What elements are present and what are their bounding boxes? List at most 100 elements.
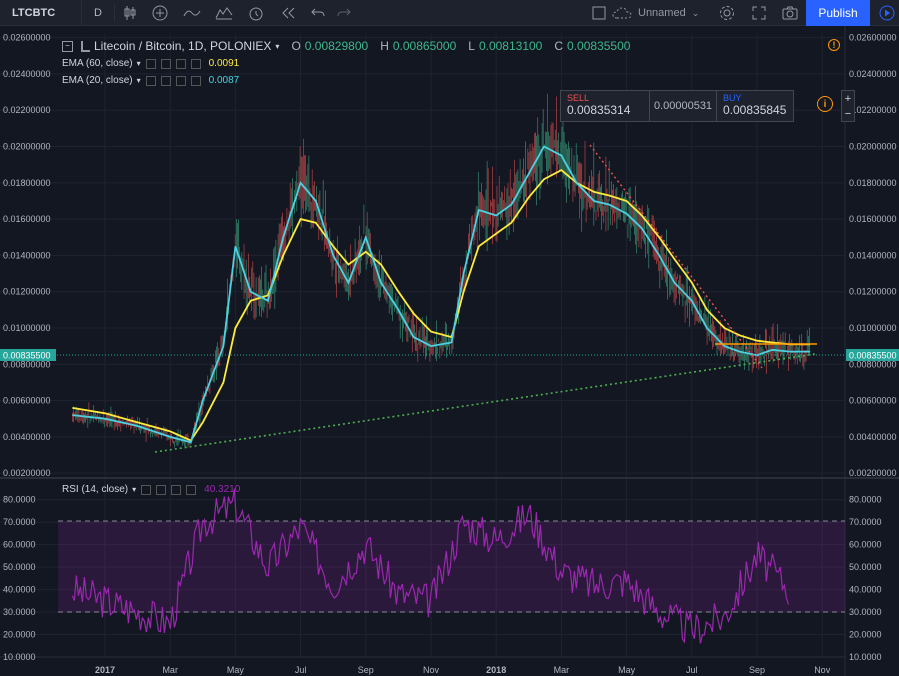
layout-name[interactable]: Unnamed ⌄ xyxy=(612,0,712,26)
time-tick: 2017 xyxy=(95,665,115,675)
ema20-legend[interactable]: EMA (20, close) ▾ 0.0087 xyxy=(62,75,239,86)
warning-icon[interactable]: ! xyxy=(828,39,840,51)
settings-icon[interactable] xyxy=(156,484,167,495)
more-icon[interactable] xyxy=(190,75,201,86)
sell-price: 0.00835314 xyxy=(567,103,631,117)
price-tick-right: 0.01000000 xyxy=(849,323,897,333)
layout-name-label: Unnamed xyxy=(638,7,686,19)
rsi-tick-right: 60.0000 xyxy=(849,540,882,550)
buy-button[interactable]: BUY 0.00835845 xyxy=(716,90,794,122)
more-icon[interactable] xyxy=(190,58,201,69)
chevron-down-icon[interactable]: ▾ xyxy=(136,59,141,68)
ema60-label[interactable]: EMA (60, close) xyxy=(62,58,133,69)
time-tick: Jul xyxy=(686,665,698,675)
publish-button[interactable]: Publish xyxy=(806,0,870,26)
time-axis[interactable]: 2017 Mar May Jul Sep Nov 2018 Mar May Jul Sep Nov xyxy=(95,665,831,675)
ema60-value: 0.0091 xyxy=(208,58,240,69)
ema60-legend[interactable]: EMA (60, close) ▾ 0.0091 xyxy=(62,58,239,69)
price-tick-right: 0.00800000 xyxy=(849,359,897,369)
price-tick-right: 0.02400000 xyxy=(849,69,897,79)
settings-icon[interactable] xyxy=(160,58,171,69)
rsi-tick-right: 30.0000 xyxy=(849,607,882,617)
redo-icon[interactable] xyxy=(330,0,358,26)
rsi-label[interactable]: RSI (14, close) xyxy=(62,484,129,495)
price-tick-left: 0.02000000 xyxy=(3,142,51,152)
rsi-tick-right: 50.0000 xyxy=(849,562,882,572)
price-tick-left: 0.01600000 xyxy=(3,214,51,224)
high-label: H xyxy=(380,39,389,53)
rsi-tick-right: 70.0000 xyxy=(849,517,882,527)
last-price-left-label: 0.00835500 xyxy=(3,351,51,361)
quantity-stepper[interactable]: + − xyxy=(841,90,855,122)
top-toolbar: LTCBTC D Unnamed ⌄ Publish xyxy=(0,0,899,26)
ema20-line xyxy=(72,145,811,444)
visibility-icon[interactable] xyxy=(145,58,156,69)
price-tick-right: 0.00400000 xyxy=(849,432,897,442)
time-tick: Sep xyxy=(749,665,765,675)
rsi-line xyxy=(71,488,789,644)
play-icon[interactable] xyxy=(874,0,899,26)
candles-icon[interactable] xyxy=(116,0,144,26)
chevron-down-icon[interactable]: ▾ xyxy=(136,76,141,85)
remove-icon[interactable] xyxy=(171,484,182,495)
rsi-tick-left: 50.0000 xyxy=(3,562,36,572)
buy-price: 0.00835845 xyxy=(723,103,787,117)
visibility-icon[interactable] xyxy=(141,484,152,495)
open-value: 0.00829800 xyxy=(304,39,369,53)
settings-icon[interactable] xyxy=(160,75,171,86)
close-label: C xyxy=(554,39,564,53)
rsi-tick-left: 70.0000 xyxy=(3,517,36,527)
add-indicator-icon[interactable] xyxy=(146,0,174,26)
undo-icon[interactable] xyxy=(304,0,332,26)
info-icon[interactable]: i xyxy=(817,96,833,112)
snapshot-icon[interactable] xyxy=(776,0,804,26)
sell-label: SELL xyxy=(567,93,590,103)
main-legend: − Litecoin / Bitcoin, 1D, POLONIEX ▾ O 0.… xyxy=(62,39,630,53)
buy-label: BUY xyxy=(723,93,742,103)
main-title[interactable]: Litecoin / Bitcoin, 1D, POLONIEX xyxy=(94,39,272,53)
price-tick-left: 0.02200000 xyxy=(3,105,51,115)
rsi-tick-right: 40.0000 xyxy=(849,585,882,595)
more-icon[interactable] xyxy=(186,484,197,495)
time-tick: Mar xyxy=(162,665,178,675)
rsi-legend[interactable]: RSI (14, close) ▾ 40.3210 xyxy=(62,484,240,495)
visibility-icon[interactable] xyxy=(145,75,156,86)
replay-icon[interactable] xyxy=(274,0,302,26)
price-axis[interactable]: 0.02600000 0.02600000 0.02400000 0.02400000… xyxy=(3,33,897,479)
plus-button[interactable]: + xyxy=(844,92,852,105)
time-tick: Jul xyxy=(295,665,307,675)
fullscreen-square-icon[interactable] xyxy=(585,0,613,26)
symbol-search[interactable]: LTCBTC xyxy=(0,0,82,26)
collapse-icon[interactable]: − xyxy=(62,40,73,52)
price-tick-left: 0.00800000 xyxy=(3,359,51,369)
price-tick-left: 0.01400000 xyxy=(3,250,51,260)
interval-button[interactable]: D xyxy=(94,7,102,19)
indicators-icon[interactable] xyxy=(210,0,238,26)
price-tick-right: 0.01600000 xyxy=(849,214,897,224)
minus-button[interactable]: − xyxy=(844,107,852,120)
time-tick: Mar xyxy=(554,665,570,675)
rsi-tick-right: 80.0000 xyxy=(849,495,882,505)
settings-icon[interactable] xyxy=(713,0,741,26)
price-tick-right: 0.01200000 xyxy=(849,287,897,297)
alert-icon[interactable] xyxy=(242,0,270,26)
price-tick-left: 0.01800000 xyxy=(3,178,51,188)
remove-icon[interactable] xyxy=(175,75,186,86)
compare-icon[interactable] xyxy=(178,0,206,26)
chevron-down-icon[interactable]: ▾ xyxy=(132,485,137,494)
chart-canvas[interactable]: 0.02600000 0.02600000 0.02400000 0.02400000… xyxy=(0,26,899,676)
price-tick-left: 0.00400000 xyxy=(3,432,51,442)
last-price-left-badge xyxy=(0,349,56,361)
ema20-label[interactable]: EMA (20, close) xyxy=(62,75,133,86)
price-tick-right: 0.01400000 xyxy=(849,250,897,260)
support-trendline xyxy=(154,353,816,453)
price-tick-right: 0.00600000 xyxy=(849,396,897,406)
ema20-value: 0.0087 xyxy=(208,75,240,86)
remove-icon[interactable] xyxy=(175,58,186,69)
fullscreen-icon[interactable] xyxy=(745,0,773,26)
sell-button[interactable]: SELL 0.00835314 xyxy=(560,90,650,122)
chevron-down-icon[interactable]: ▾ xyxy=(275,41,280,51)
time-tick: Sep xyxy=(358,665,374,675)
rsi-band xyxy=(58,521,845,612)
price-tick-right: 0.02200000 xyxy=(849,105,897,115)
